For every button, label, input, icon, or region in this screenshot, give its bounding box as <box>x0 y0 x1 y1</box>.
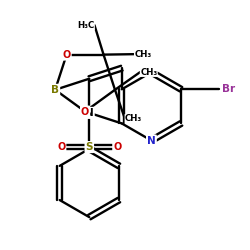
Text: O: O <box>81 106 89 117</box>
Text: O: O <box>57 142 66 152</box>
Text: H₃C: H₃C <box>77 21 94 30</box>
Text: N: N <box>147 136 156 145</box>
Text: O: O <box>62 50 71 60</box>
Text: CH₃: CH₃ <box>125 114 142 124</box>
Text: Br: Br <box>222 84 235 94</box>
Text: N: N <box>85 108 94 118</box>
Text: CH₃: CH₃ <box>134 50 152 59</box>
Text: CH₃: CH₃ <box>140 68 158 76</box>
Text: B: B <box>51 85 59 95</box>
Text: O: O <box>113 142 122 152</box>
Text: S: S <box>86 142 93 152</box>
